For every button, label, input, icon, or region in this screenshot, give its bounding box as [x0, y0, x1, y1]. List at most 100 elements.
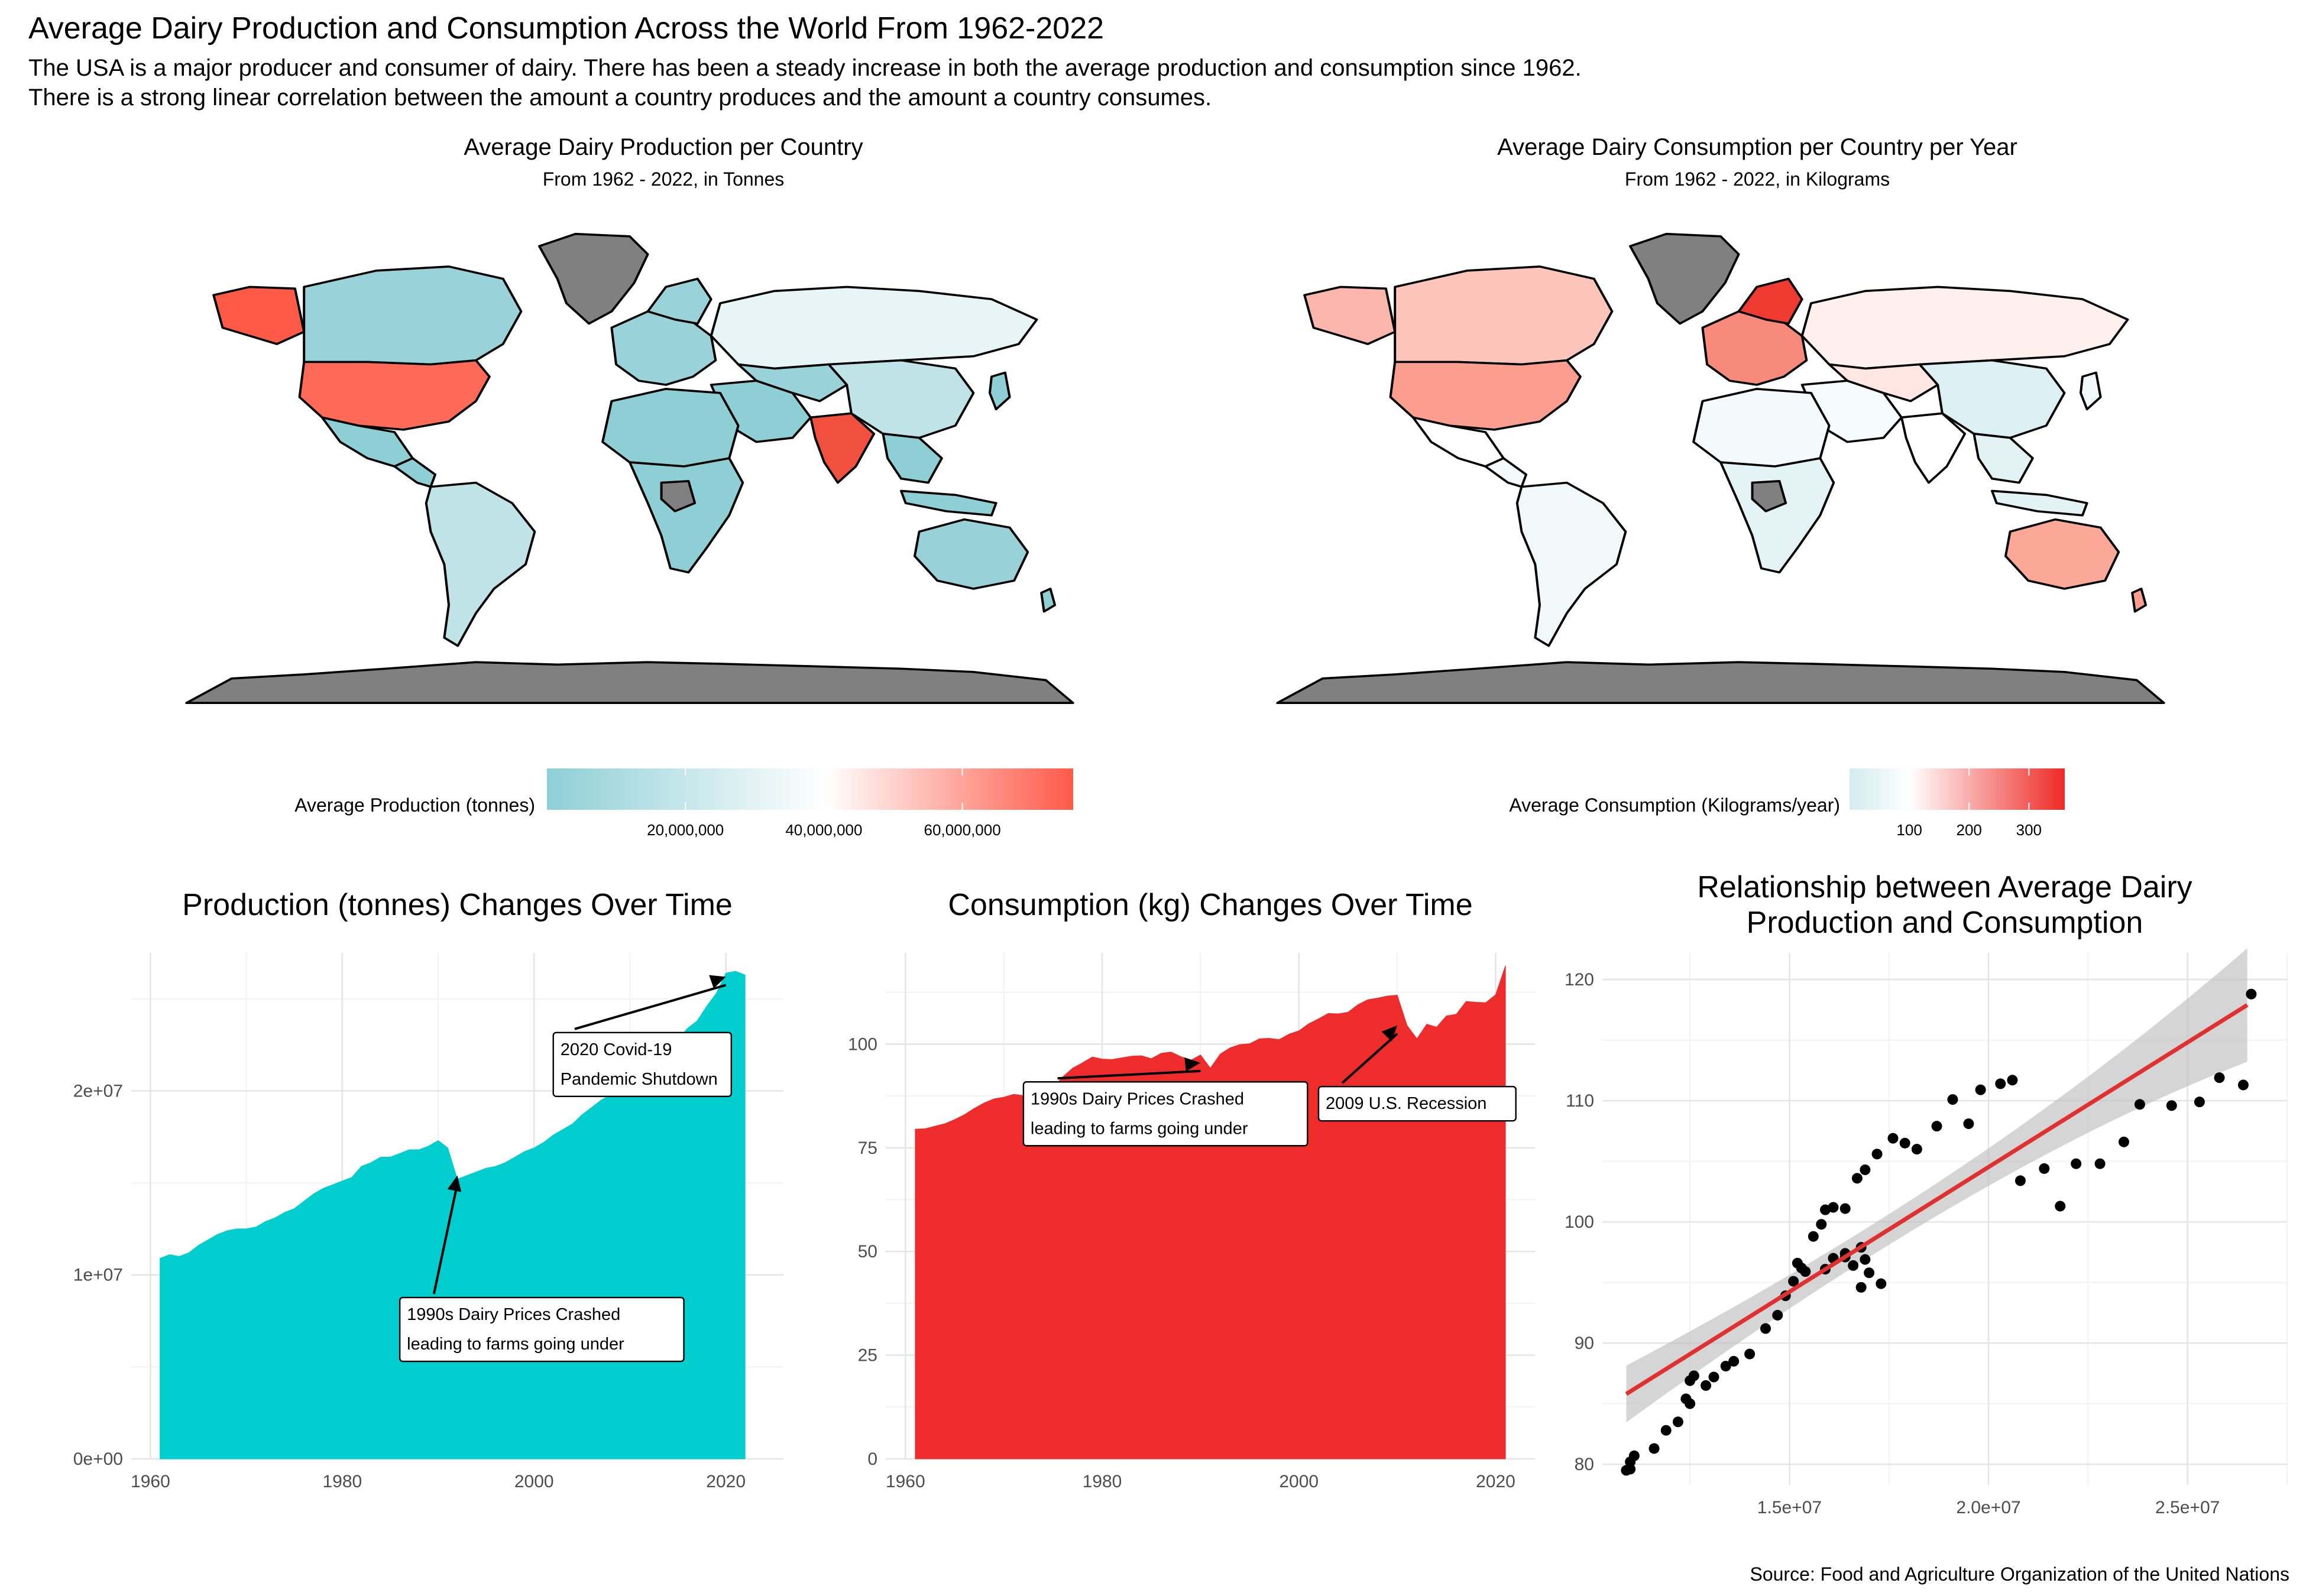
consumption-legend-title: Average Consumption (Kilograms/year)	[1509, 794, 1840, 816]
scatter-point	[1660, 1425, 1672, 1436]
consumption-map: Average Dairy Consumption per Country pe…	[1276, 134, 2165, 704]
scatter-point	[1911, 1144, 1922, 1155]
scatter-point	[2055, 1201, 2066, 1212]
annotation-box	[1317, 1085, 1517, 1122]
scatter-point	[1871, 1149, 1883, 1160]
x-tick-label: 1980	[322, 1472, 362, 1491]
annotation-arrow-line	[432, 1183, 459, 1295]
production-legend-tick-label: 60,000,000	[924, 821, 1001, 839]
consumption-country-greenland	[1629, 232, 1740, 325]
scatter-point	[2014, 1175, 2026, 1186]
consumption-map-subtitle: From 1962 - 2022, in Kilograms	[1625, 168, 1890, 190]
x-tick-label: 1980	[1083, 1472, 1122, 1491]
chart-title: Production and Consumption	[1747, 906, 2143, 940]
scatter-point	[1625, 1464, 1636, 1475]
production-legend-title: Average Production (tonnes)	[294, 794, 535, 816]
consumption-country-safrica	[1719, 457, 1835, 574]
annotation-text: Pandemic Shutdown	[561, 1070, 718, 1089]
x-tick-label: 2000	[514, 1472, 554, 1491]
production-country-greenland	[538, 232, 649, 325]
production-country-japan	[988, 371, 1011, 411]
annotation-arrow-head	[1381, 1025, 1398, 1042]
consumption-country-australia	[2004, 518, 2120, 590]
consumption-country-nz	[2131, 588, 2148, 613]
scatter-point	[1701, 1380, 1712, 1391]
production-country-alaska	[212, 286, 306, 345]
annotation: 2009 U.S. Recession	[1317, 1025, 1517, 1122]
scatter-point	[2007, 1075, 2018, 1086]
annotation-text: 2020 Covid-19	[561, 1040, 672, 1059]
scatter-point	[2166, 1100, 2177, 1111]
annotation-box	[1022, 1081, 1309, 1147]
annotation: 2020 Covid-19 Pandemic Shutdown	[552, 975, 733, 1097]
scatter-point	[1931, 1121, 1942, 1132]
scatter-point	[1839, 1203, 1851, 1214]
consumption-country-scandinavia	[1737, 277, 1803, 325]
scatter-point	[1792, 1257, 1803, 1269]
annotation-text: 2009 U.S. Recession	[1326, 1094, 1486, 1113]
scatter-point	[1720, 1361, 1731, 1372]
consumption-country-alaska	[1303, 286, 1397, 345]
consumption-country-centralam	[1484, 457, 1528, 488]
x-tick-label: 1.5e+07	[1757, 1498, 1822, 1517]
annotation-arrow-head	[447, 1175, 462, 1192]
scatter-point	[1816, 1219, 1827, 1230]
scatter-point	[1800, 1266, 1811, 1277]
annotation: 1990s Dairy Prices Crashed leading to far…	[1022, 1057, 1309, 1147]
page-subtitle-line-1: The USA is a major producer and consumer…	[28, 55, 1582, 81]
scatter-point	[1648, 1443, 1660, 1454]
production-country-indonesia	[900, 489, 997, 517]
consumption-country-antarctica	[1276, 661, 2165, 704]
consumption-country-india	[1900, 412, 1967, 484]
y-tick-label: 1e+07	[73, 1266, 123, 1285]
consumption-country-indonesia	[1991, 489, 2088, 517]
scatter-point	[1828, 1202, 1839, 1213]
scatter-point	[2118, 1136, 2129, 1147]
annotation-arrow-head	[1184, 1057, 1201, 1072]
production-country-nz	[1040, 588, 1057, 613]
scatter-point	[1876, 1278, 1887, 1289]
consumption-country-canada	[1394, 265, 1614, 366]
annotation-text: 1990s Dairy Prices Crashed	[407, 1305, 620, 1324]
scatter-point	[2039, 1163, 2050, 1174]
scatter-point	[1808, 1231, 1819, 1242]
consumption-country-russia	[1800, 286, 2129, 370]
annotation-box	[552, 1031, 733, 1097]
production-country-china	[827, 359, 975, 439]
consumption-map-title: Average Dairy Consumption per Country pe…	[1497, 134, 2017, 160]
scatter-point	[1728, 1355, 1740, 1367]
page-subtitle: The USA is a major producer and consumer…	[28, 53, 1582, 112]
x-tick-label: 2.0e+07	[1956, 1498, 2020, 1517]
scatter-point	[1899, 1137, 1910, 1149]
scatter-point	[1887, 1133, 1899, 1144]
y-tick-label: 100	[1565, 1212, 1594, 1232]
consumption-legend-tick-label: 200	[1957, 821, 1982, 839]
scatter-point	[1672, 1416, 1683, 1428]
scatter-point	[1851, 1173, 1863, 1184]
y-tick-label: 25	[858, 1346, 877, 1365]
production-country-antarctica	[185, 661, 1074, 704]
scatter-point	[1995, 1078, 2006, 1089]
scatter-point	[1855, 1282, 1867, 1293]
scatter-point	[2094, 1158, 2106, 1169]
consumption-country-china	[1918, 359, 2066, 439]
scatter-point	[1963, 1118, 1974, 1130]
x-tick-label: 2000	[1279, 1472, 1319, 1491]
chart-0: Production (tonnes) Changes Over Time 196…	[73, 888, 783, 1491]
scatter-point	[1947, 1094, 1958, 1105]
annotation-text: 1990s Dairy Prices Crashed	[1031, 1089, 1244, 1108]
scatter-point	[1860, 1164, 1871, 1175]
scatter-point	[1975, 1084, 1986, 1095]
scatter-point	[1860, 1254, 1871, 1265]
x-tick-label: 2020	[1476, 1472, 1515, 1491]
production-legend-tick-label: 20,000,000	[647, 821, 724, 839]
annotation-box	[399, 1296, 685, 1363]
chart-2: Relationship between Average DairyProduc…	[1565, 870, 2288, 1517]
production-country-canada	[303, 265, 523, 366]
production-legend-tick-label: 40,000,000	[785, 821, 862, 839]
y-tick-label: 50	[858, 1242, 877, 1261]
production-country-usa	[298, 359, 491, 431]
production-legend-colorbar	[547, 768, 1073, 810]
scatter-point	[1688, 1370, 1699, 1381]
annotation-arrow-head	[709, 975, 726, 989]
